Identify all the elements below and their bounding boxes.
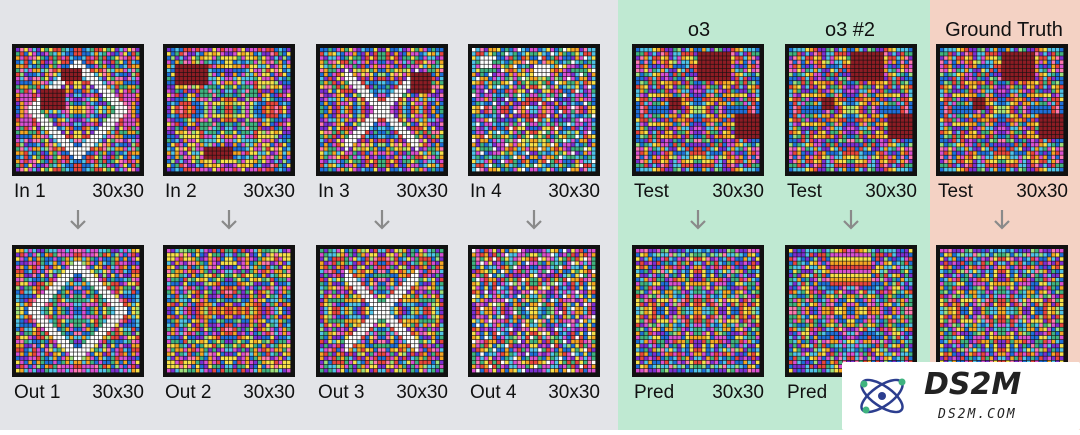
train-output-grid-2 [163,245,295,377]
ground-truth-header: Ground Truth [945,19,1063,41]
train-input-grid-4 [468,44,600,176]
train-output-size-3: 30x30 [396,382,448,403]
grid-cells [167,48,291,172]
train-output-size-1: 30x30 [92,382,144,403]
train-output-size-4: 30x30 [548,382,600,403]
o3-2-pred-grid [785,245,917,377]
o3-pred-size: 30x30 [712,382,764,403]
ground-truth-test-size: 30x30 [1016,181,1068,202]
down-arrow-icon [221,210,237,230]
train-input-size-1: 30x30 [92,181,144,202]
o3-test-grid [632,44,764,176]
o3-2-pred-label: Pred [787,382,828,403]
o3-2-test-grid [785,44,917,176]
train-input-label-3: In 3 [318,181,350,202]
o3-2-test-label: Test [787,181,822,202]
train-input-size-3: 30x30 [396,181,448,202]
watermark-logo: DS2M DS2M.COM [842,362,1080,430]
down-arrow-icon [690,210,706,230]
train-input-label-1: In 1 [14,181,46,202]
grid-cells [320,48,444,172]
watermark-title: DS2M [924,367,1021,402]
atom-logo-icon: DS2M DS2M.COM [860,367,1021,422]
train-input-label-4: In 4 [470,181,502,202]
train-output-grid-4 [468,245,600,377]
ground-truth-output-grid [936,245,1068,377]
train-output-grid-1 [12,245,144,377]
down-arrow-icon [70,210,86,230]
watermark-subtitle: DS2M.COM [937,407,1017,422]
grid-cells [320,249,444,373]
train-input-label-2: In 2 [165,181,197,202]
grid-cells [789,249,913,373]
grid-cells [940,48,1064,172]
train-input-grid-3 [316,44,448,176]
down-arrow-icon [526,210,542,230]
train-output-label-2: Out 2 [165,382,212,403]
train-input-size-4: 30x30 [548,181,600,202]
train-output-label-1: Out 1 [14,382,61,403]
o3-test-label: Test [634,181,669,202]
train-input-grid-2 [163,44,295,176]
o3-pred-grid [632,245,764,377]
train-output-size-2: 30x30 [243,382,295,403]
grid-cells [940,249,1064,373]
o3-pred-label: Pred [634,382,675,403]
grid-cells [636,249,760,373]
o3-2-test-size: 30x30 [865,181,917,202]
grid-cells [16,249,140,373]
grid-cells [16,48,140,172]
train-input-size-2: 30x30 [243,181,295,202]
o3-header: o3 [687,19,711,41]
grid-cells [167,249,291,373]
ground-truth-test-grid [936,44,1068,176]
grid-cells [789,48,913,172]
down-arrow-icon [374,210,390,230]
down-arrow-icon [994,210,1010,230]
grid-cells [636,48,760,172]
ground-truth-test-label: Test [938,181,973,202]
grid-cells [472,48,596,172]
o3-2-header: o3 #2 [824,19,876,41]
train-output-label-4: Out 4 [470,382,517,403]
train-output-grid-3 [316,245,448,377]
train-output-label-3: Out 3 [318,382,365,403]
train-input-grid-1 [12,44,144,176]
o3-test-size: 30x30 [712,181,764,202]
grid-cells [472,249,596,373]
down-arrow-icon [843,210,859,230]
